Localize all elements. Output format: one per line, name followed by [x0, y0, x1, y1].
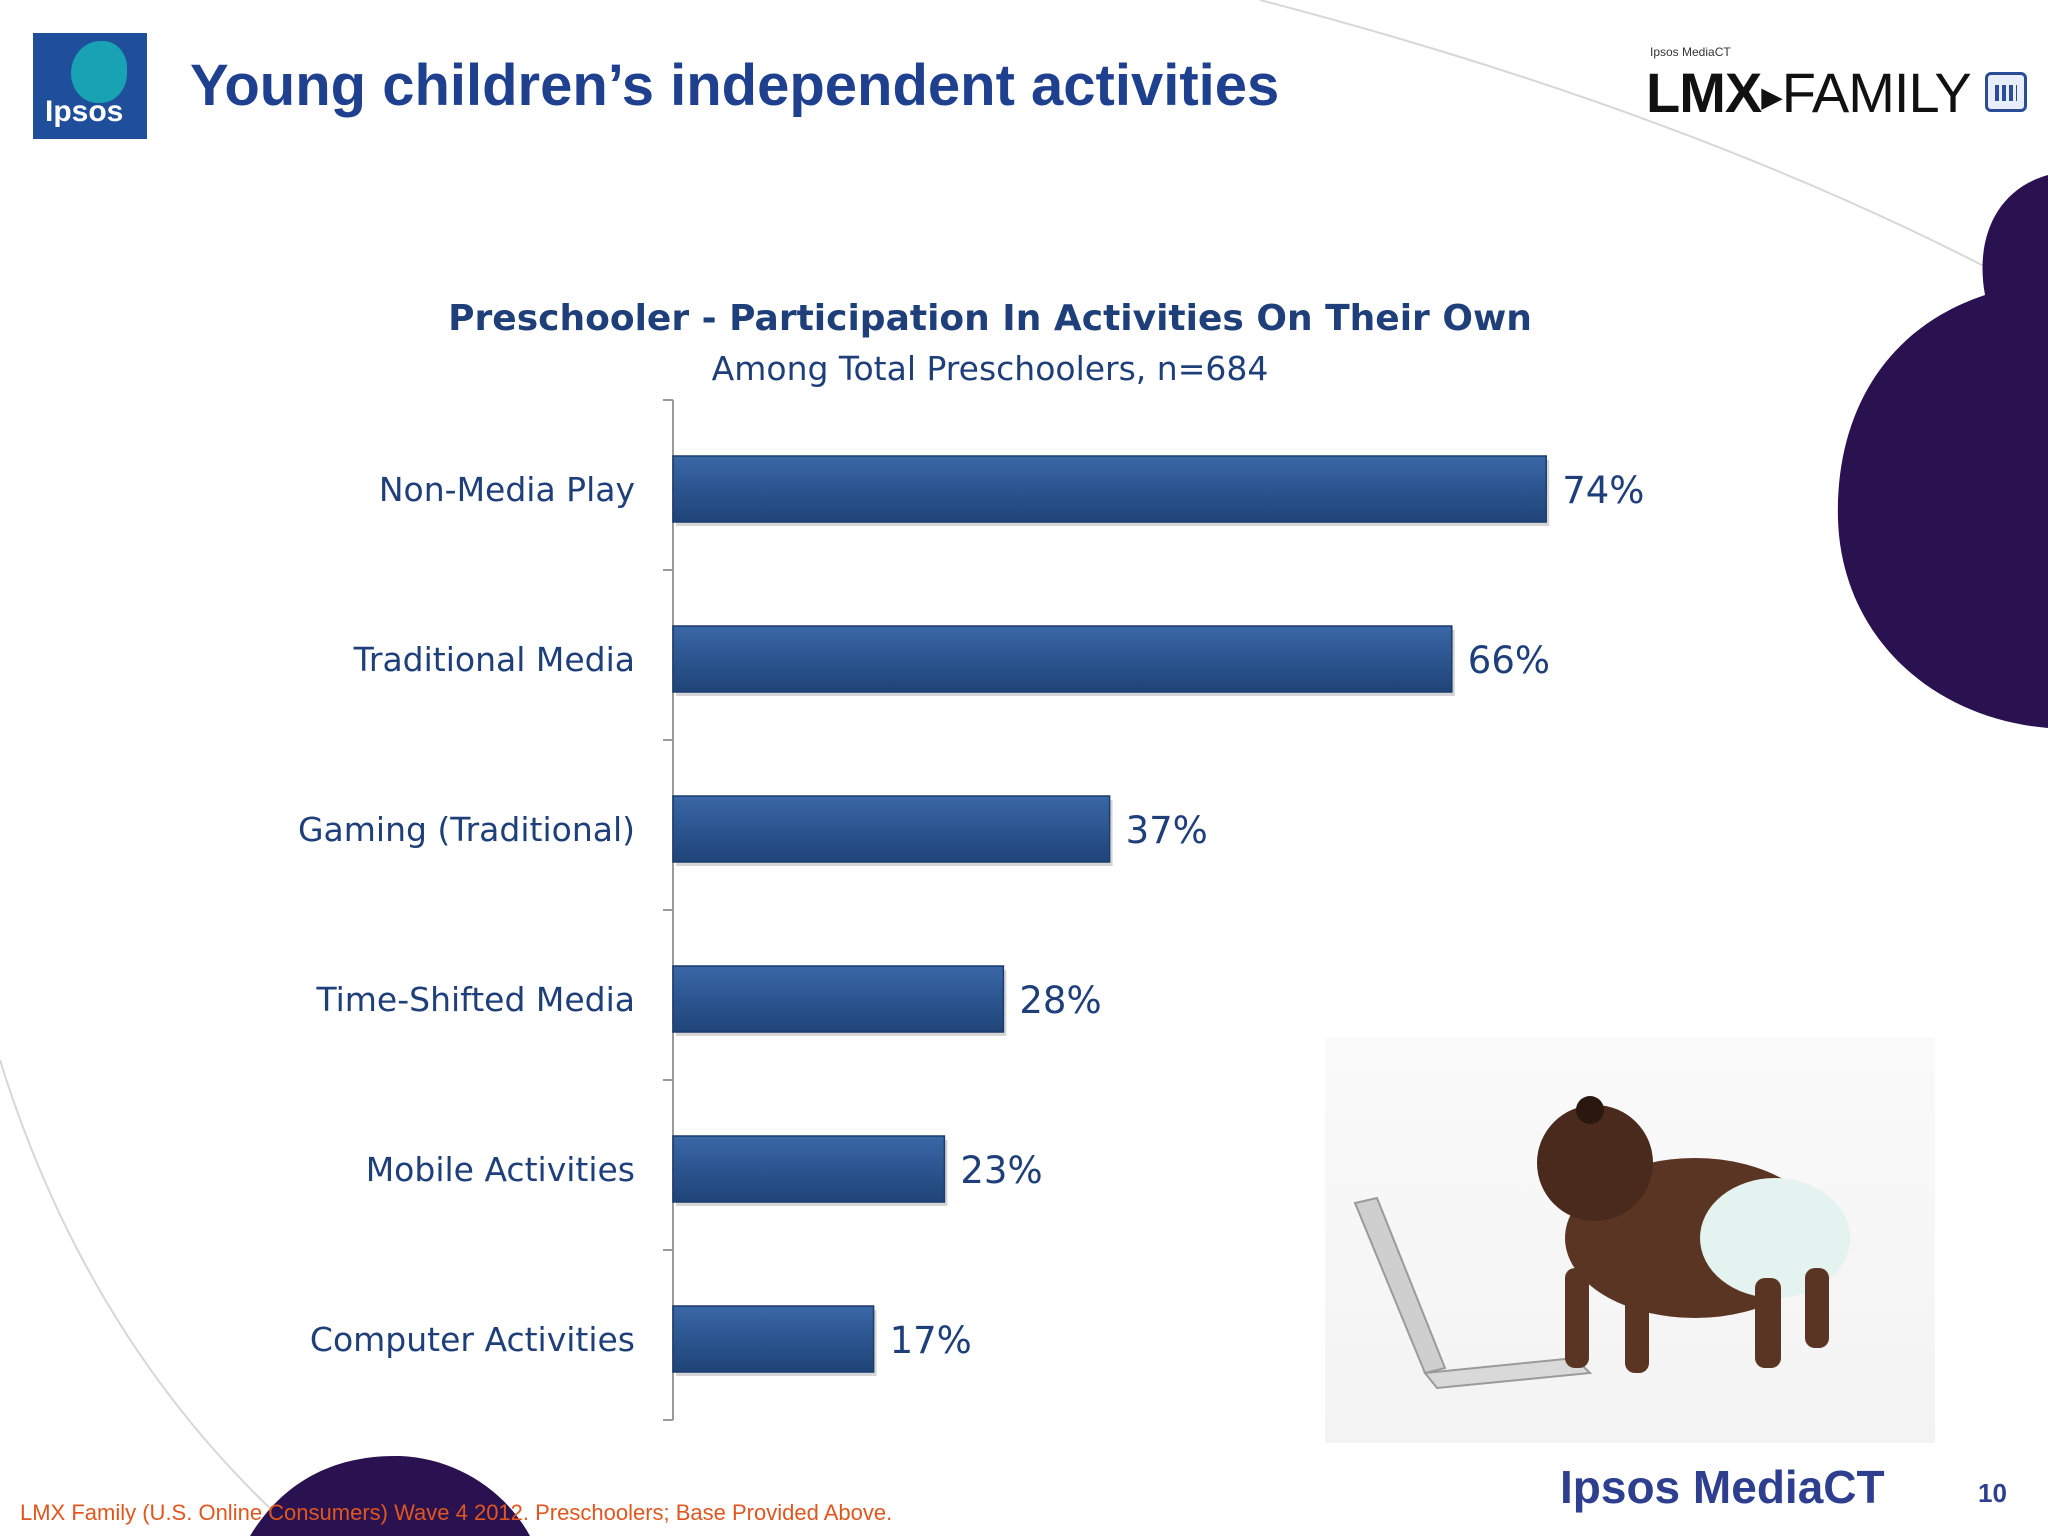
ipsos-logo: Ipsos [33, 33, 147, 139]
decorative-arc-top [1259, 0, 2048, 301]
bar-mobile-activities [672, 1135, 946, 1203]
category-label: Non-Media Play [379, 470, 635, 509]
data-label: 74% [1562, 469, 1644, 512]
bar-time-shifted-media [672, 965, 1005, 1033]
chart-title: Preschooler - Participation In Activitie… [448, 298, 1532, 339]
category-label: Gaming (Traditional) [298, 810, 635, 849]
category-label: Time-Shifted Media [315, 980, 635, 1019]
bars-group: Non-Media Play 74% Traditional Media 66% Gam… [298, 399, 1644, 1421]
category-label: Mobile Activities [366, 1150, 635, 1189]
bar-gaming-traditional [672, 795, 1111, 863]
footer-source: LMX Family (U.S. Online Consumers) Wave … [20, 1500, 893, 1525]
arrow-right-icon: ▶ [1761, 81, 1783, 113]
purple-cloud-shape [1837, 175, 2048, 728]
brand-small-text: Ipsos MediaCT [1650, 45, 1731, 59]
ipsos-logo-icon [71, 41, 127, 103]
brand-family-text: FAMILY [1781, 61, 1972, 124]
baby-laptop-illustration [1353, 1096, 1850, 1390]
bar-non-media-play [672, 455, 1547, 523]
data-label: 37% [1126, 809, 1208, 852]
chart-subtitle: Among Total Preschoolers, n=684 [712, 349, 1269, 388]
baby-laptop-photo [1325, 1038, 1935, 1443]
lmx-family-logo: LMX▶FAMILY [1646, 60, 1972, 125]
data-label: 17% [890, 1319, 972, 1362]
data-label: 23% [960, 1149, 1042, 1192]
category-label: Traditional Media [353, 640, 635, 679]
decorative-arc-left [0, 1059, 301, 1536]
ipsos-logo-text: Ipsos [45, 95, 124, 128]
data-label: 28% [1019, 979, 1101, 1022]
page-title: Young children’s independent activities [190, 53, 1280, 118]
category-label: Computer Activities [310, 1320, 635, 1359]
family-icon [1985, 72, 2027, 112]
footer-brand: Ipsos MediaCT [1560, 1461, 1885, 1513]
brand-lmx-text: LMX [1646, 61, 1762, 124]
bar-traditional-media [672, 625, 1453, 693]
bar-computer-activities [672, 1305, 875, 1373]
purple-footer-dome [250, 1455, 530, 1536]
page-number: 10 [1978, 1478, 2007, 1508]
data-label: 66% [1468, 639, 1550, 682]
